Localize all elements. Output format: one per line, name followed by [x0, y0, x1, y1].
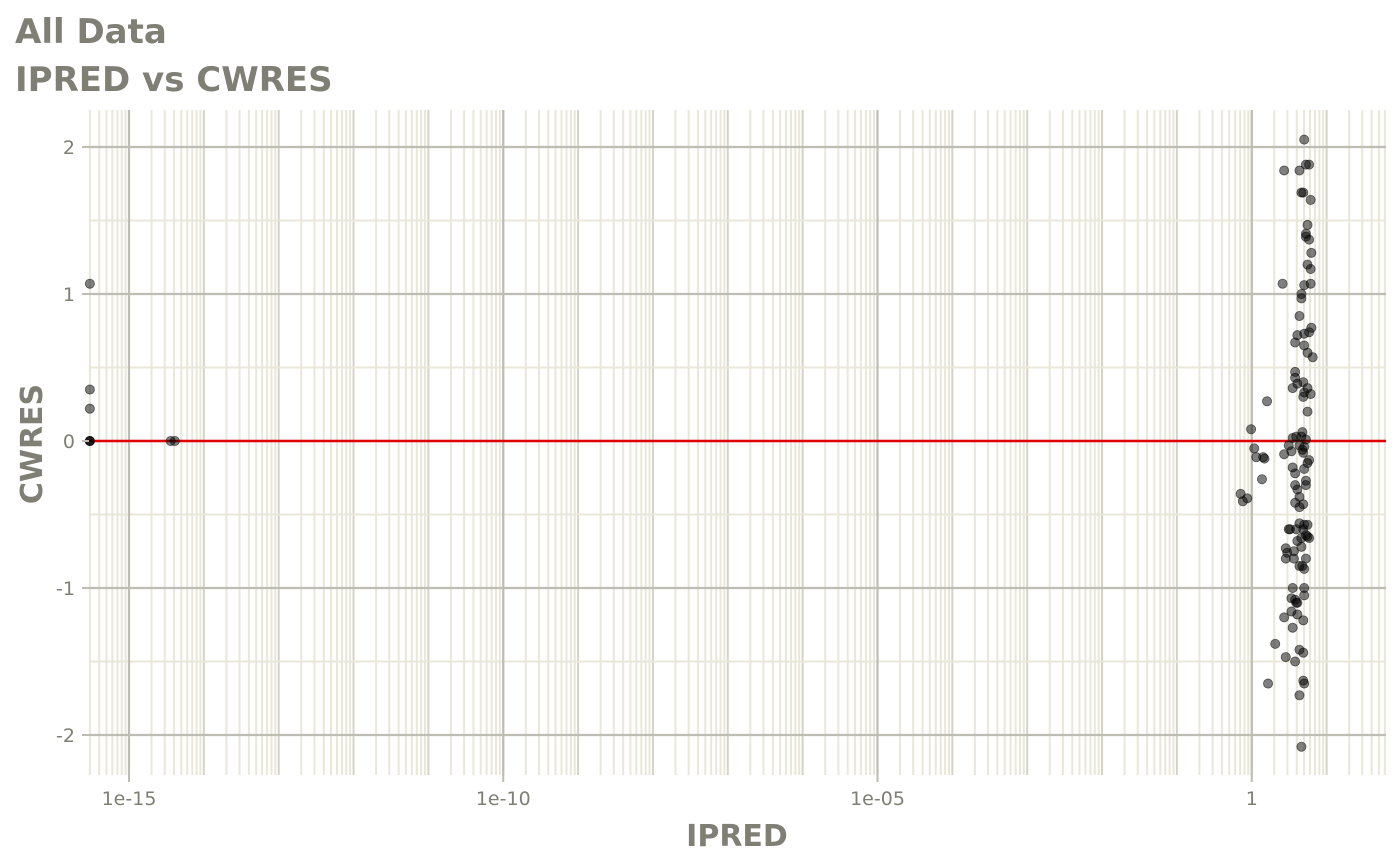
- data-point: [1287, 583, 1298, 594]
- data-point: [1287, 622, 1298, 633]
- data-point: [1286, 446, 1297, 457]
- data-point: [1290, 468, 1301, 479]
- data-point: [1256, 474, 1267, 485]
- data-point: [1298, 187, 1309, 198]
- data-point: [1296, 293, 1307, 304]
- chart-title: All Data: [15, 12, 167, 52]
- data-point: [1305, 264, 1316, 275]
- data-point: [1306, 247, 1317, 258]
- data-point: [1279, 612, 1290, 623]
- data-point: [1304, 159, 1315, 170]
- data-point: [1298, 647, 1309, 658]
- data-point: [84, 384, 95, 395]
- data-point: [1307, 352, 1318, 363]
- x-tick-label: 1e-15: [102, 788, 157, 810]
- data-point: [1279, 165, 1290, 176]
- x-axis-ticks: 1e-15 1e-10 1e-05 1: [102, 775, 1258, 810]
- data-point: [1288, 553, 1299, 564]
- data-point: [1300, 480, 1311, 491]
- y-axis-ticks: -2 -1 0 1 2: [56, 137, 89, 747]
- data-point: [1304, 234, 1315, 245]
- data-point: [1305, 194, 1316, 205]
- data-point: [1296, 741, 1307, 752]
- x-axis-label: IPRED: [686, 819, 788, 854]
- data-point: [1270, 638, 1281, 649]
- x-tick-label: 1: [1246, 788, 1258, 810]
- data-points: [84, 134, 1318, 752]
- grid: [88, 110, 1386, 775]
- data-point: [1294, 165, 1305, 176]
- data-point: [1242, 493, 1253, 504]
- y-tick-label: -1: [56, 578, 75, 600]
- data-point: [84, 278, 95, 289]
- data-point: [1304, 455, 1315, 466]
- data-point: [1292, 609, 1303, 620]
- data-point: [1262, 396, 1273, 407]
- y-tick-label: 0: [63, 431, 75, 453]
- data-point: [1294, 690, 1305, 701]
- data-point: [1299, 563, 1310, 574]
- y-tick-label: -2: [56, 725, 75, 747]
- data-point: [1306, 322, 1317, 333]
- data-point: [1263, 678, 1274, 689]
- data-point: [1299, 590, 1310, 601]
- data-point: [1294, 311, 1305, 322]
- x-tick-label: 1e-05: [850, 788, 905, 810]
- data-point: [1304, 533, 1315, 544]
- data-point: [1302, 219, 1313, 230]
- data-point: [1290, 656, 1301, 667]
- data-point: [1246, 424, 1257, 435]
- data-point: [1302, 519, 1313, 530]
- data-point: [1280, 652, 1291, 663]
- data-point: [1299, 678, 1310, 689]
- data-point: [169, 435, 180, 446]
- x-tick-label: 1e-10: [476, 788, 531, 810]
- data-point: [1299, 134, 1310, 145]
- data-point: [1296, 541, 1307, 552]
- data-point: [1300, 553, 1311, 564]
- data-point: [1259, 453, 1270, 464]
- chart-subtitle: IPRED vs CWRES: [15, 60, 333, 100]
- data-point: [1292, 597, 1303, 608]
- y-tick-label: 1: [63, 284, 75, 306]
- y-axis-label: CWRES: [15, 384, 50, 504]
- data-point: [1305, 278, 1316, 289]
- data-point: [1300, 434, 1311, 445]
- data-point: [1298, 499, 1309, 510]
- data-point: [1277, 278, 1288, 289]
- data-point: [1305, 388, 1316, 399]
- data-point: [1302, 406, 1313, 417]
- data-point: [1298, 615, 1309, 626]
- data-point: [84, 403, 95, 414]
- data-point: [1249, 443, 1260, 454]
- y-tick-label: 2: [63, 137, 75, 159]
